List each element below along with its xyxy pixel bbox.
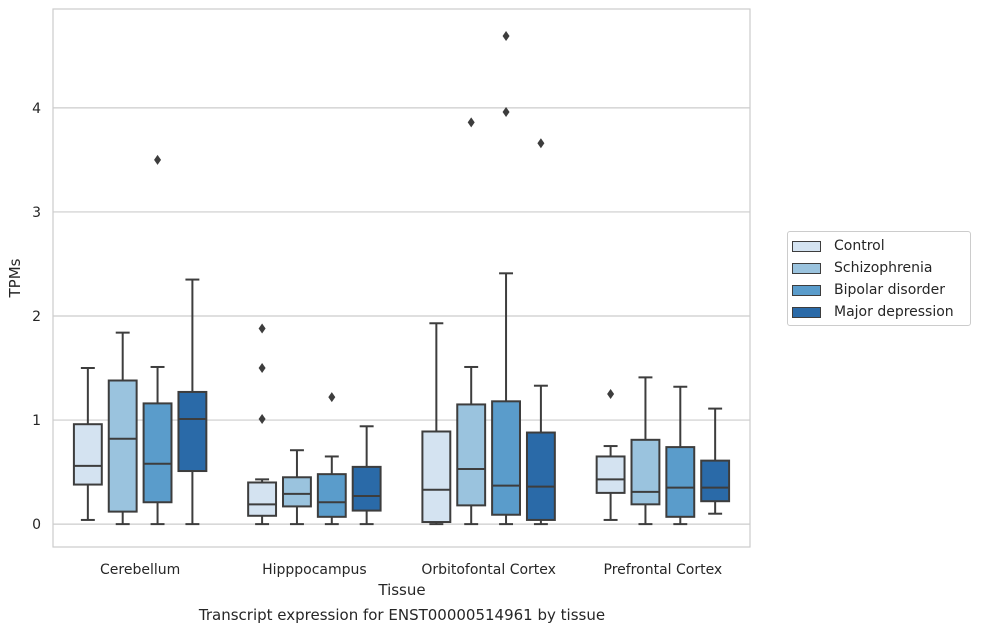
box-body [282,476,312,508]
boxes [72,31,731,526]
y-tick-label: 3 [32,205,41,221]
x-tick-labels: Cerebellum Hipppocampus Orbitofontal Corte… [100,562,722,578]
legend-label-major-depression: Major depression [834,304,954,320]
box-body [107,379,138,513]
legend-swatch-schizophrenia [792,262,821,274]
box-schizophrenia [107,331,138,526]
legend-swatch-major-depression [792,306,821,318]
y-axis-label: TPMs [6,258,24,298]
box-control [72,367,103,521]
box-control [247,323,278,526]
box-body [247,481,278,517]
box-schizophrenia [630,376,661,526]
box-major-depression [525,138,556,526]
box-body [630,438,661,506]
outlier-point [258,363,266,374]
outlier-point [258,323,266,334]
legend-item-control: Control [792,236,885,256]
y-tick-label: 2 [32,309,41,325]
box-bipolar-disorder [491,31,521,526]
y-tick-labels: 0 1 2 3 4 [32,101,41,533]
box-body [665,446,696,518]
box-major-depression [700,407,731,515]
box-body [316,473,347,518]
box-control [595,389,626,521]
y-tick-label: 0 [32,517,41,533]
x-tick-label: Prefrontal Cortex [604,562,723,578]
x-axis-label: Tissue [377,581,425,599]
outlier-point [328,392,336,403]
outlier-point [537,138,545,149]
x-tick-label: Cerebellum [100,562,180,578]
outlier-point [502,107,510,118]
legend-label-bipolar-disorder: Bipolar disorder [834,282,946,298]
box-body [351,465,382,512]
box-body [456,403,487,507]
box-bipolar-disorder [665,385,696,526]
figure-caption: Transcript expression for ENST0000051496… [198,606,606,624]
box-body [491,400,521,516]
y-tick-label: 1 [32,413,41,429]
box-bipolar-disorder [316,392,347,526]
box-schizophrenia [282,449,312,526]
box-body [72,423,103,486]
outlier-point [502,31,510,42]
y-tick-label: 4 [32,101,41,117]
box-body [421,430,452,524]
outlier-point [258,414,266,425]
outlier-point [607,389,615,400]
box-major-depression [351,425,382,526]
box-bipolar-disorder [142,154,173,526]
legend-item-major-depression: Major depression [792,302,954,322]
legend-swatch-control [792,240,821,252]
box-body [177,390,208,473]
box-schizophrenia [456,117,487,526]
legend: Control Schizophrenia Bipolar disorder M… [787,231,971,326]
legend-item-schizophrenia: Schizophrenia [792,258,932,278]
box-body [595,455,626,494]
box-body [700,459,731,503]
legend-swatch-bipolar-disorder [792,284,821,296]
legend-label-control: Control [834,238,885,254]
outlier-point [154,154,162,165]
legend-item-bipolar-disorder: Bipolar disorder [792,280,945,300]
outlier-point [467,117,475,128]
box-body [142,402,173,504]
x-tick-label: Hipppocampus [262,562,367,578]
box-body [525,431,556,521]
x-tick-label: Orbitofontal Cortex [421,562,556,578]
box-major-depression [177,278,208,526]
legend-label-schizophrenia: Schizophrenia [834,260,933,276]
box-control [421,322,452,526]
